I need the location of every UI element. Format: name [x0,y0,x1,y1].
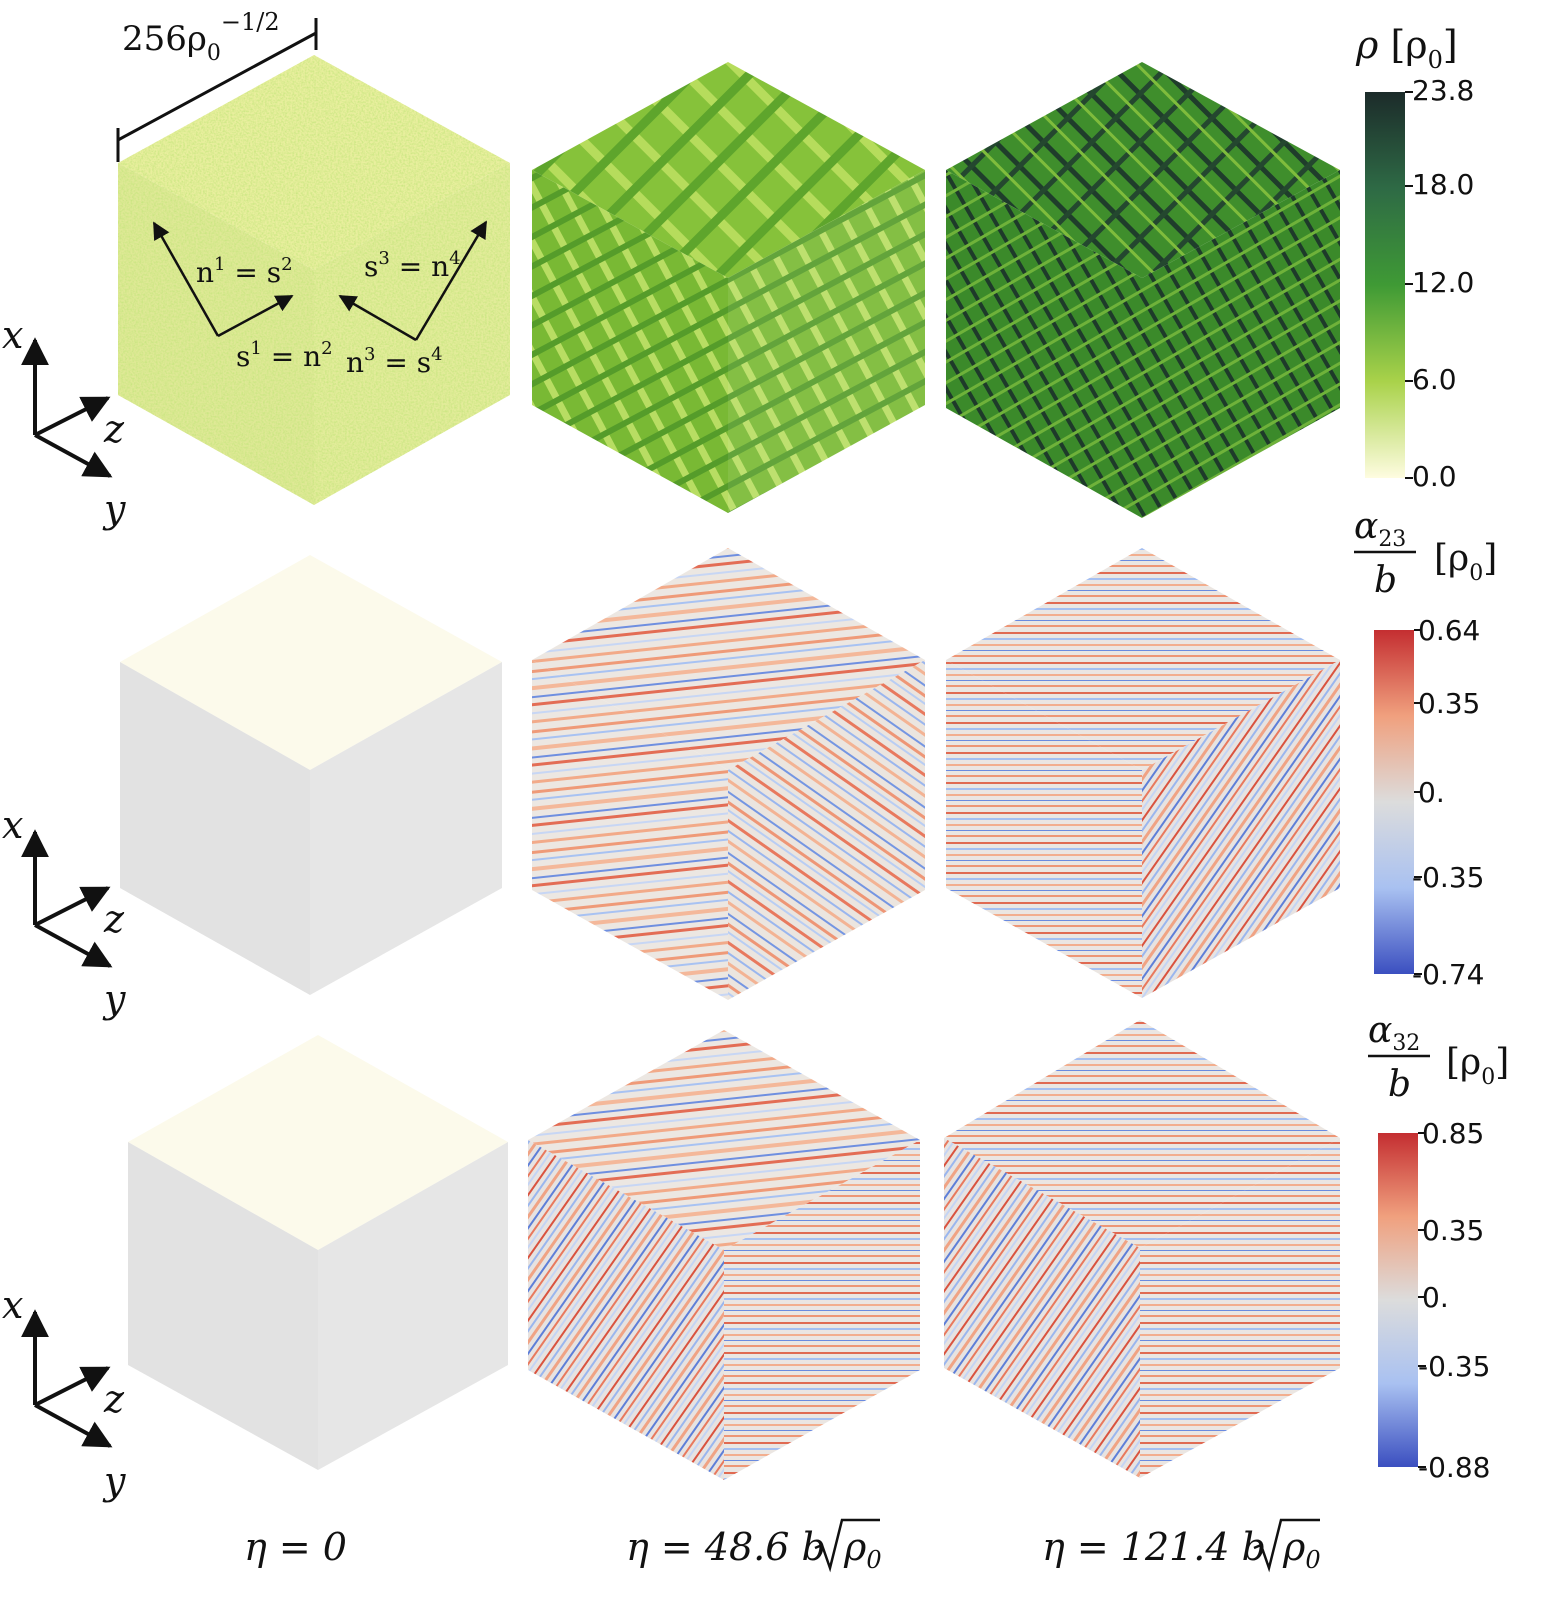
svg-text:s1 = n2: s1 = n2 [236,338,333,373]
colorbar-rho-gradient [1365,92,1405,478]
cube-rho-eta48 [532,62,925,513]
svg-text:[ρ0]: [ρ0] [1446,1042,1509,1090]
scale-bar: 256ρ0−1/2 [116,8,318,162]
svg-text:256ρ0−1/2: 256ρ0−1/2 [122,8,280,66]
svg-text:0.0: 0.0 [1412,460,1457,493]
column-label-3: η = 121.4 b ρ0 [1042,1518,1321,1574]
svg-text:23.8: 23.8 [1412,74,1474,107]
svg-text:0.35: 0.35 [1418,687,1480,720]
svg-text:η = 48.6 b: η = 48.6 b [626,1525,826,1569]
svg-text:n3 = s4: n3 = s4 [346,344,443,379]
svg-text:18.0: 18.0 [1412,168,1474,201]
cube-rho-eta121 [946,62,1340,518]
cube-alpha32-eta121 [944,1020,1340,1478]
svg-text:x: x [2,1283,23,1327]
svg-text:n1 = s2: n1 = s2 [196,254,293,289]
svg-text:-0.74: -0.74 [1412,958,1484,991]
column-label-1: η = 0 [244,1525,347,1569]
svg-text:y: y [102,487,126,531]
svg-text:z: z [103,897,125,941]
axes-triad-row1 [21,337,113,478]
svg-text:b: b [1388,1064,1411,1105]
column-label-2: η = 48.6 b ρ0 [626,1518,882,1574]
svg-text:α23: α23 [1354,506,1406,552]
svg-text:α32: α32 [1368,1010,1420,1056]
svg-text:b: b [1374,560,1397,601]
svg-text:y: y [102,977,126,1021]
svg-text:η = 121.4 b: η = 121.4 b [1042,1525,1266,1569]
cube-alpha23-eta121 [946,548,1340,998]
svg-text:0.35: 0.35 [1422,1214,1484,1247]
axis-labels: x z y x z y x z y [2,313,126,1503]
svg-text:6.0: 6.0 [1412,363,1457,396]
svg-text:z: z [103,1377,125,1421]
svg-text:-0.35: -0.35 [1412,861,1484,894]
svg-text:0.: 0. [1422,1281,1449,1314]
cube-alpha23-eta0 [120,555,502,995]
svg-text:0.85: 0.85 [1422,1117,1484,1150]
svg-text:x: x [2,313,23,357]
scale-bar-sup: −1/2 [221,8,280,36]
svg-text:0.: 0. [1418,776,1445,809]
axes-triad-row3 [21,1309,113,1448]
scale-bar-sub: 0 [207,41,221,66]
svg-text:z: z [103,407,125,451]
svg-text:-0.35: -0.35 [1418,1350,1490,1383]
svg-text:0.64: 0.64 [1418,614,1480,647]
svg-text:s3 = n4: s3 = n4 [364,248,461,283]
cube-alpha32-eta48 [528,1030,920,1480]
svg-text:[ρ0]: [ρ0] [1434,538,1497,586]
slip-vectors [152,220,488,342]
colorbar-alpha32: α32 b [ρ0] 0.85 0.35 0. -0.35 -0.88 [1368,1010,1509,1484]
svg-text:x: x [2,803,23,847]
colorbar-alpha23-gradient [1374,630,1414,974]
svg-text:ρ0: ρ0 [843,1525,882,1574]
colorbar-alpha32-gradient [1378,1133,1418,1467]
cube-alpha32-eta0 [128,1035,508,1470]
svg-text:y: y [102,1459,126,1503]
svg-text:-0.88: -0.88 [1418,1451,1490,1484]
colorbar-alpha23: α23 b [ρ0] 0.64 0.35 0. -0.35 -0.74 [1354,506,1497,991]
cube-alpha23-eta48 [532,548,925,1000]
svg-text:ρ [ρ0]: ρ [ρ0] [1355,23,1458,74]
column-labels: η = 0 η = 48.6 b ρ0 η = 121.4 b ρ0 [244,1518,1321,1574]
svg-text:ρ0: ρ0 [1282,1525,1321,1574]
svg-text:12.0: 12.0 [1412,266,1474,299]
slip-vector-labels: n1 = s2 s3 = n4 s1 = n2 n3 = s4 [196,248,461,379]
scale-bar-base: 256ρ [122,19,207,59]
axes-triad-row2 [21,829,113,968]
colorbar-rho: ρ [ρ0] 23.8 18.0 12.0 6.0 0.0 [1355,23,1474,493]
